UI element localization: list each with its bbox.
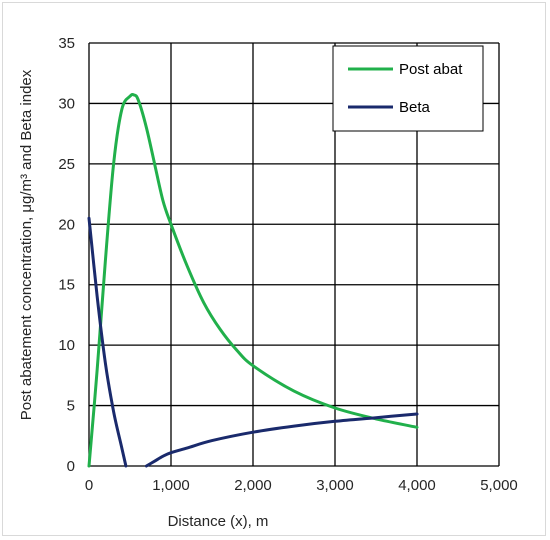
y-axis-title: Post abatement concentration, μg/m³ and …: [18, 69, 35, 420]
tick-labels: 0 1,000 2,000 3,000 4,000 5,000 0 5 10 15 20 25 30 35: [58, 35, 517, 494]
legend-label-post-abat: Post abat: [399, 61, 463, 78]
series-layer: [87, 92, 419, 468]
x-tick-label: 2,000: [234, 477, 272, 494]
x-tick-label: 3,000: [316, 477, 354, 494]
y-tick-label: 30: [58, 95, 75, 112]
x-tick-label: 5,000: [480, 477, 518, 494]
y-tick-label: 35: [58, 35, 75, 52]
y-tick-label: 15: [58, 277, 75, 294]
x-tick-label: 1,000: [152, 477, 190, 494]
x-tick-label: 4,000: [398, 477, 436, 494]
y-tick-label: 10: [58, 337, 75, 354]
series-line-beta: [87, 216, 128, 468]
legend: Post abat Beta: [332, 45, 484, 132]
y-tick-label: 5: [67, 398, 75, 415]
legend-label-beta: Beta: [399, 99, 431, 116]
x-tick-label: 0: [85, 477, 93, 494]
y-tick-label: 0: [67, 458, 75, 475]
series-line-beta: [144, 412, 419, 468]
y-tick-label: 25: [58, 156, 75, 173]
x-axis-title: Distance (x), m: [168, 513, 269, 530]
y-tick-label: 20: [58, 216, 75, 233]
legend-box: [332, 45, 484, 132]
series-line-post-abat: [87, 92, 419, 468]
chart-frame: 0 1,000 2,000 3,000 4,000 5,000 0 5 10 15 20 25 30 35…: [2, 2, 546, 536]
line-chart: 0 1,000 2,000 3,000 4,000 5,000 0 5 10 15 20 25 30 35…: [18, 35, 518, 530]
